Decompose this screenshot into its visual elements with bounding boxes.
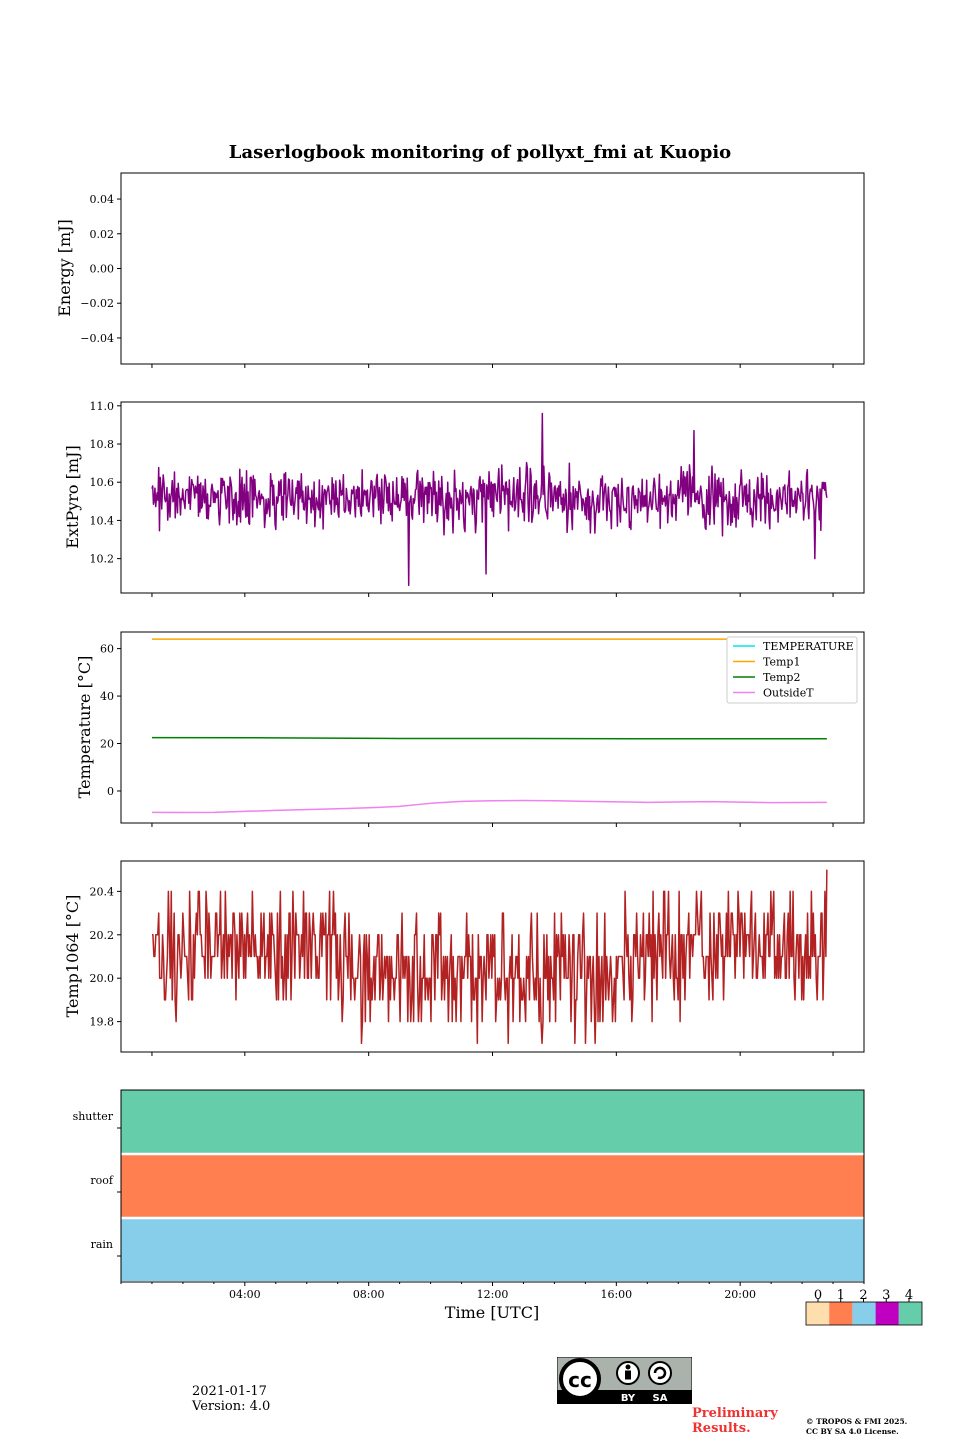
footer-date: 2021-01-17 bbox=[192, 1384, 267, 1399]
energy-ytick-label: 0.02 bbox=[90, 228, 115, 241]
legend-label-temperature: TEMPERATURE bbox=[763, 640, 854, 653]
cc-icon bbox=[559, 1358, 601, 1400]
status-row-roof bbox=[121, 1155, 864, 1217]
colorbar-swatch-2 bbox=[852, 1302, 876, 1325]
colorbar-swatch-0 bbox=[806, 1302, 830, 1325]
status-row-label-rain: rain bbox=[91, 1238, 113, 1251]
colorbar-tick-label: 4 bbox=[905, 1288, 913, 1303]
legend-box bbox=[726, 636, 858, 704]
temperature-legend: TEMPERATURE Temp1 Temp2 OutsideT bbox=[726, 636, 858, 704]
legend-label-temp2: Temp2 bbox=[763, 671, 800, 684]
colorbar-tick-label: 1 bbox=[837, 1288, 845, 1303]
temp1064-plot-frame bbox=[120, 860, 865, 1053]
extpyro-plot-frame bbox=[120, 401, 865, 594]
footer-version: Version: 4.0 bbox=[192, 1399, 271, 1414]
temperature-ytick-label: 40 bbox=[100, 690, 114, 703]
temperature-series-temp2 bbox=[151, 736, 827, 740]
legend-label-outsidet: OutsideT bbox=[763, 687, 814, 700]
energy-ytick-label: 0.04 bbox=[90, 193, 115, 206]
energy-plot-frame bbox=[120, 172, 865, 365]
sa-icon-arrow bbox=[653, 1366, 667, 1380]
status-row-shutter bbox=[121, 1090, 864, 1153]
extpyro-panel: ExtPyro [mJ] 11.0 10.8 10.6 10.4 10.2 bbox=[63, 400, 865, 597]
energy-panel: Energy [mJ] 0.04 0.02 0.00 −0.02 −0.04 bbox=[55, 172, 865, 368]
copyright-line-1: © TROPOS & FMI 2025. bbox=[806, 1417, 908, 1426]
energy-ytick-label: −0.04 bbox=[80, 332, 114, 345]
x-tick-label: 08:00 bbox=[353, 1288, 385, 1301]
cc-icon-label: cc bbox=[568, 1368, 592, 1392]
x-tick-label: 16:00 bbox=[600, 1288, 632, 1301]
temp1064-ytick-label: 20.0 bbox=[90, 972, 115, 985]
colorbar-swatch-3 bbox=[875, 1302, 899, 1325]
x-tick-label: 04:00 bbox=[229, 1288, 261, 1301]
status-row-label-shutter: shutter bbox=[73, 1110, 114, 1123]
chart-title: Laserlogbook monitoring of pollyxt_fmi a… bbox=[229, 142, 731, 163]
extpyro-ytick-label: 10.4 bbox=[90, 514, 115, 527]
x-tick-label: 12:00 bbox=[477, 1288, 509, 1301]
by-icon-body bbox=[625, 1370, 631, 1380]
temp1064-ytick-label: 20.2 bbox=[90, 929, 115, 942]
temperature-ytick-label: 0 bbox=[107, 785, 114, 798]
extpyro-ytick-label: 11.0 bbox=[90, 400, 115, 413]
extpyro-series-extpyro bbox=[151, 412, 828, 587]
temp1064-panel: Temp1064 [°C] 20.4 20.2 20.0 19.8 bbox=[63, 860, 865, 1056]
colorbar-tick-label: 3 bbox=[882, 1288, 890, 1303]
temp1064-ytick-label: 19.8 bbox=[90, 1016, 115, 1029]
footer-date-block: 2021-01-17 Version: 4.0 bbox=[192, 1384, 270, 1414]
status-panel: shutter roof rain 04:00 08:00 12:00 16:00 20:0… bbox=[73, 1089, 865, 1322]
temperature-ytick-label: 20 bbox=[100, 738, 114, 751]
cc-by-sa-badge: cc BY SA bbox=[557, 1357, 692, 1404]
colorbar-tick-label: 0 bbox=[814, 1288, 822, 1303]
energy-ytick-label: 0.00 bbox=[90, 263, 115, 276]
status-row-label-roof: roof bbox=[90, 1174, 114, 1187]
legend-label-temp1: Temp1 bbox=[763, 656, 800, 669]
cc-sa-text: SA bbox=[653, 1393, 668, 1404]
temperature-plot-frame bbox=[120, 631, 865, 824]
extpyro-axis-label: ExtPyro [mJ] bbox=[63, 445, 82, 548]
copyright-note: © TROPOS & FMI 2025. CC BY SA 4.0 Licens… bbox=[806, 1417, 907, 1437]
extpyro-ytick-label: 10.6 bbox=[90, 476, 115, 489]
colorbar-tick-label: 2 bbox=[859, 1288, 867, 1303]
cc-by-text: BY bbox=[621, 1393, 636, 1404]
energy-ytick-label: −0.02 bbox=[80, 297, 114, 310]
copyright-line-2: CC BY SA 4.0 License. bbox=[806, 1427, 899, 1436]
x-axis-label: Time [UTC] bbox=[445, 1303, 539, 1322]
colorbar-swatch-1 bbox=[829, 1302, 853, 1325]
energy-axis-label: Energy [mJ] bbox=[55, 219, 74, 317]
x-tick-label: 20:00 bbox=[724, 1288, 756, 1301]
temperature-panel: Temperature [°C] 60 40 20 0 TEMPERATURE Temp… bbox=[75, 631, 865, 827]
extpyro-ytick-label: 10.8 bbox=[90, 438, 115, 451]
status-row-rain bbox=[121, 1219, 864, 1281]
preliminary-results-note: Preliminary Results. bbox=[692, 1406, 778, 1436]
by-icon-head bbox=[625, 1364, 631, 1370]
sa-icon bbox=[648, 1361, 672, 1385]
temperature-axis-label: Temperature [°C] bbox=[75, 656, 94, 799]
extpyro-ytick-label: 10.2 bbox=[90, 553, 115, 566]
temp1064-axis-label: Temp1064 [°C] bbox=[63, 895, 82, 1018]
temperature-ytick-label: 60 bbox=[100, 643, 114, 656]
temp1064-series-temp1064 bbox=[151, 869, 828, 1045]
temperature-series-outsidet bbox=[151, 799, 827, 814]
colorbar-swatch-4 bbox=[898, 1302, 922, 1325]
temp1064-ytick-label: 20.4 bbox=[90, 885, 115, 898]
